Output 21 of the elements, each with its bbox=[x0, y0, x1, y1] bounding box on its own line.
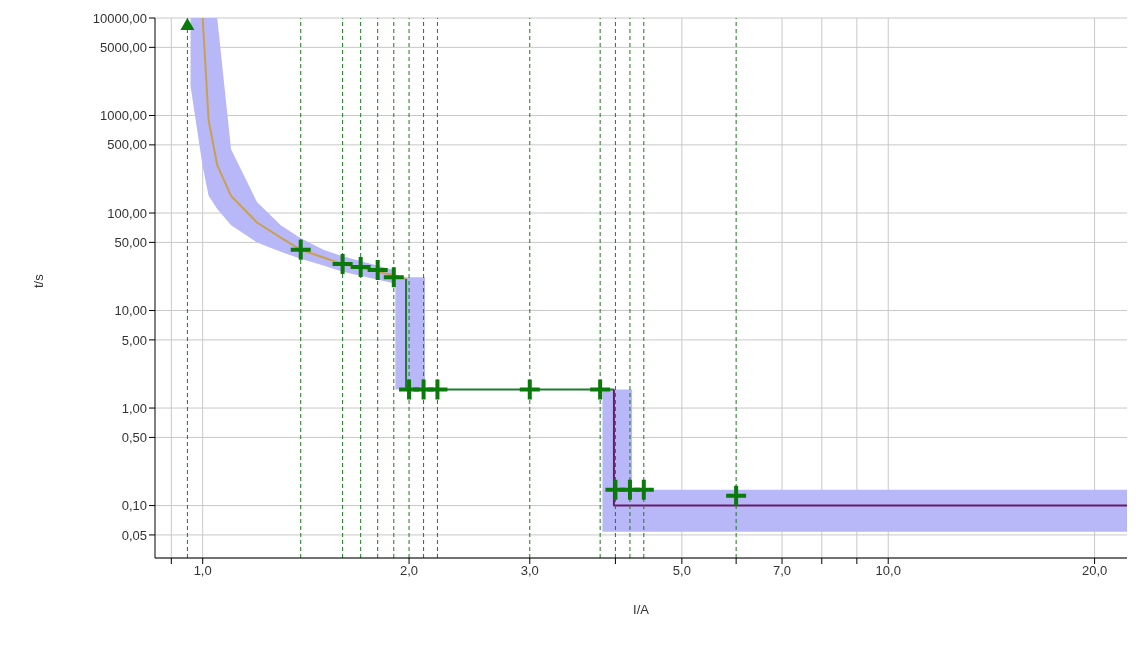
x-tick-label: 3,0 bbox=[520, 563, 539, 579]
y-tick-label: 10000,00 bbox=[92, 10, 147, 26]
y-tick-label: 5,00 bbox=[121, 332, 147, 348]
y-tick-label: 1000,00 bbox=[100, 108, 147, 124]
y-tick-label: 100,00 bbox=[107, 205, 147, 221]
x-axis-title: I/A bbox=[633, 602, 650, 617]
y-tick-label: 1,00 bbox=[121, 400, 147, 416]
y-tick-label: 10,00 bbox=[114, 303, 147, 319]
x-tick-label: 1,0 bbox=[193, 563, 212, 579]
y-axis-title: t/s bbox=[30, 273, 46, 288]
y-tick-label: 0,05 bbox=[121, 527, 147, 543]
y-tick-label: 50,00 bbox=[114, 235, 147, 250]
x-tick-label: 7,0 bbox=[772, 563, 792, 579]
y-tick-label: 500,00 bbox=[107, 137, 147, 153]
y-tick-label: 0,10 bbox=[121, 498, 147, 514]
x-tick-label: 2,0 bbox=[400, 563, 419, 579]
y-tick-label: 5000,00 bbox=[100, 39, 147, 55]
x-tick-label: 20,0 bbox=[1081, 563, 1108, 579]
x-tick-label: 5,0 bbox=[672, 563, 691, 579]
y-tick-label: 0,50 bbox=[121, 430, 147, 446]
x-tick-label: 10,0 bbox=[875, 563, 901, 579]
